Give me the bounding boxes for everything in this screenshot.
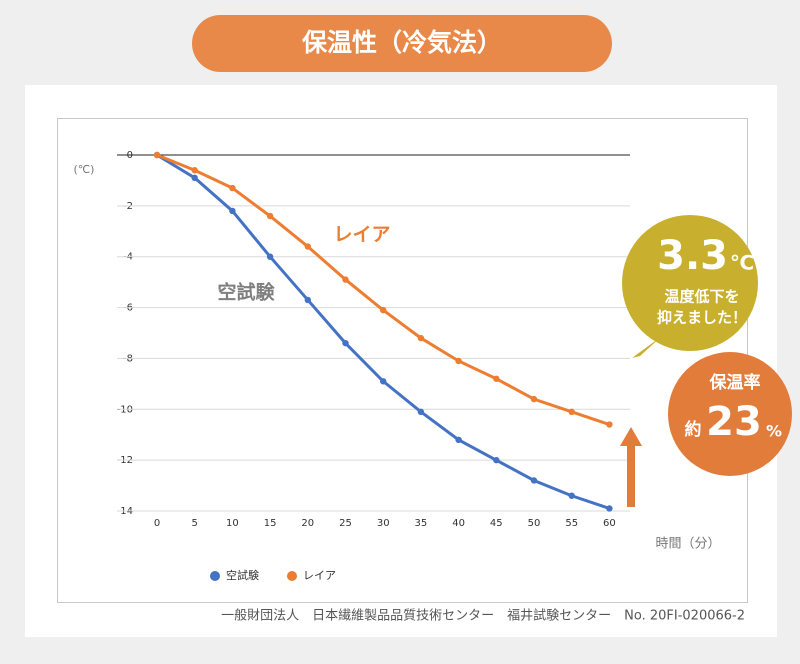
data-point (493, 375, 500, 382)
data-point (568, 408, 575, 416)
arrow-head (620, 427, 642, 446)
annotation: 空試験 (217, 281, 275, 304)
data-point (455, 357, 462, 365)
data-point (417, 408, 425, 416)
source: 一般財団法人 日本繊維製品品質技術センター 福井試験センター No. 20FI-… (221, 608, 745, 624)
arrow (627, 444, 635, 507)
annotation: レイア (333, 224, 390, 246)
data-point (191, 174, 198, 182)
y-axis-label: (℃) (74, 163, 95, 176)
badge-number: 23 (706, 399, 762, 445)
data-point (342, 276, 349, 283)
x-tick-label: 20 (301, 518, 314, 529)
badge-text: 抑えました！ (657, 309, 747, 327)
data-point (493, 456, 500, 464)
badge-number: 3.3 (657, 233, 728, 279)
data-point (153, 151, 161, 159)
badge-text: 温度低下を (664, 288, 739, 306)
data-point (380, 306, 387, 314)
x-tick-label: 55 (565, 518, 578, 529)
x-tick-label: 35 (415, 518, 428, 529)
data-point (342, 339, 349, 347)
data-point (304, 296, 311, 304)
x-tick-label: 30 (377, 518, 390, 529)
x-tick-label: 0 (154, 518, 160, 529)
data-point (606, 421, 613, 428)
legend-label: 空試験 (226, 568, 259, 582)
data-point (530, 395, 538, 403)
data-point (266, 253, 274, 260)
badge-text: 約 (685, 419, 702, 440)
badge (622, 215, 758, 351)
badge-text: 保温率 (709, 372, 761, 393)
data-point (455, 436, 462, 443)
badge (668, 352, 792, 476)
data-point (229, 184, 236, 192)
x-tick-label: 10 (226, 518, 239, 529)
x-tick-label: 60 (603, 518, 616, 529)
badge-unit: ℃ (730, 251, 754, 275)
legend-label: レイア (303, 569, 336, 582)
title-pill (192, 15, 612, 72)
data-point (266, 212, 274, 220)
x-tick-label: 50 (528, 518, 541, 529)
data-point (568, 492, 575, 499)
data-point (606, 505, 613, 512)
chart-frame (57, 118, 748, 603)
data-point (191, 167, 198, 174)
data-point (304, 243, 311, 250)
legend-marker (210, 571, 220, 581)
x-tick-label: 45 (490, 518, 503, 529)
chart-title: 保温性（冷気法） (301, 28, 502, 57)
data-point (229, 207, 236, 215)
data-point (417, 334, 425, 342)
badge-unit: % (766, 422, 782, 441)
x-tick-label: 15 (264, 518, 277, 529)
data-point (380, 378, 387, 385)
x-tick-label: 25 (339, 518, 352, 529)
legend-marker (287, 571, 297, 581)
x-axis-label: 時間（分） (655, 537, 720, 552)
data-point (530, 477, 538, 484)
callout-tail (632, 336, 662, 358)
x-tick-label: 40 (452, 518, 465, 529)
x-tick-label: 5 (192, 518, 198, 529)
